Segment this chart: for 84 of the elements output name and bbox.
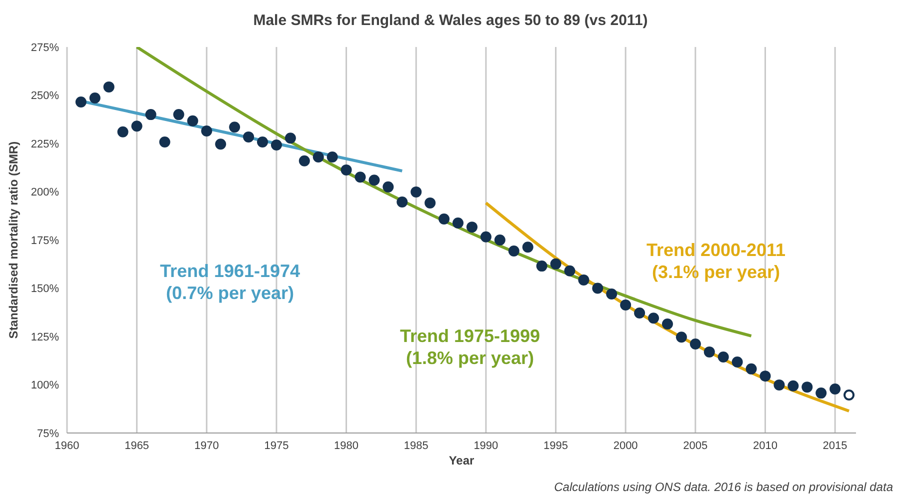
point xyxy=(718,351,729,362)
x-tick-label: 1985 xyxy=(404,440,428,452)
x-tick-label: 1960 xyxy=(54,440,80,452)
x-tick-label: 2000 xyxy=(613,440,638,452)
point xyxy=(746,363,757,374)
point xyxy=(298,155,310,166)
x-tick-label: 2005 xyxy=(683,440,708,452)
point xyxy=(578,274,590,286)
point xyxy=(452,218,464,229)
point xyxy=(606,288,618,300)
point xyxy=(522,242,534,253)
y-tick-label: 275% xyxy=(30,42,60,54)
point xyxy=(466,222,478,233)
x-tick-label: 2010 xyxy=(752,440,778,452)
point xyxy=(89,92,100,104)
point xyxy=(508,246,520,256)
point xyxy=(117,126,128,138)
annotation: Trend 1975-1999 (1.8% per year) xyxy=(398,325,542,369)
annotation: Trend 2000-2011 (3.1% per year) xyxy=(645,239,787,283)
point xyxy=(634,307,646,318)
x-tick-label: 1975 xyxy=(264,440,289,452)
point xyxy=(494,234,506,246)
point xyxy=(382,181,394,192)
point xyxy=(592,282,604,294)
point xyxy=(788,380,799,392)
point xyxy=(844,389,855,400)
y-tick-label: 200% xyxy=(30,186,60,199)
point xyxy=(480,231,492,242)
y-axis-title: Standardised mortality ratio (SMR) xyxy=(6,141,20,339)
x-tick-label: 1965 xyxy=(124,440,150,452)
point xyxy=(215,138,226,150)
y-tick-label: 125% xyxy=(30,331,60,344)
point xyxy=(648,312,660,324)
point xyxy=(830,383,841,394)
point xyxy=(340,164,352,176)
point xyxy=(354,172,366,183)
point xyxy=(159,136,170,148)
point xyxy=(620,300,632,311)
y-tick-label: 250% xyxy=(30,90,60,102)
x-tick-label: 1970 xyxy=(194,440,219,452)
point xyxy=(732,356,743,368)
point xyxy=(312,152,324,163)
annotation: Trend 1961-1974 (0.7% per year) xyxy=(158,260,302,304)
point xyxy=(243,131,254,142)
y-tick-label: 175% xyxy=(30,234,60,247)
x-tick-label: 2015 xyxy=(822,440,848,452)
point xyxy=(760,370,771,382)
point xyxy=(564,265,576,276)
point xyxy=(396,196,408,208)
x-tick-label: 1990 xyxy=(474,440,498,452)
point xyxy=(368,174,380,186)
point xyxy=(424,197,436,208)
point xyxy=(816,388,827,399)
point xyxy=(438,213,450,224)
point xyxy=(173,109,184,120)
y-tick-label: 225% xyxy=(30,138,60,150)
point xyxy=(187,115,198,126)
point xyxy=(536,260,548,272)
point xyxy=(284,132,296,144)
point xyxy=(550,258,562,270)
chart-title: Male SMRs for England & Wales ages 50 to 89 (vs 2011) xyxy=(252,12,649,29)
y-tick-label: 100% xyxy=(30,380,60,392)
point xyxy=(257,136,268,148)
y-tick-label: 75% xyxy=(36,428,60,440)
point xyxy=(201,125,212,136)
point xyxy=(410,186,422,198)
point xyxy=(662,318,673,330)
point xyxy=(270,140,282,151)
x-axis-title: Year xyxy=(448,454,475,468)
text: Calculations using ONS data. 2016 is based on provisional data xyxy=(554,480,893,494)
point xyxy=(145,109,156,120)
x-tick-label: 1995 xyxy=(544,440,568,452)
y-tick-label: 150% xyxy=(30,283,60,296)
point xyxy=(229,122,240,133)
point xyxy=(131,120,142,132)
point xyxy=(802,382,813,393)
point xyxy=(326,152,338,163)
point xyxy=(690,338,701,350)
x-tick-label: 1980 xyxy=(334,440,359,452)
point xyxy=(704,346,715,358)
point xyxy=(75,96,86,108)
point xyxy=(103,81,114,92)
point xyxy=(774,379,785,390)
point xyxy=(676,332,687,343)
